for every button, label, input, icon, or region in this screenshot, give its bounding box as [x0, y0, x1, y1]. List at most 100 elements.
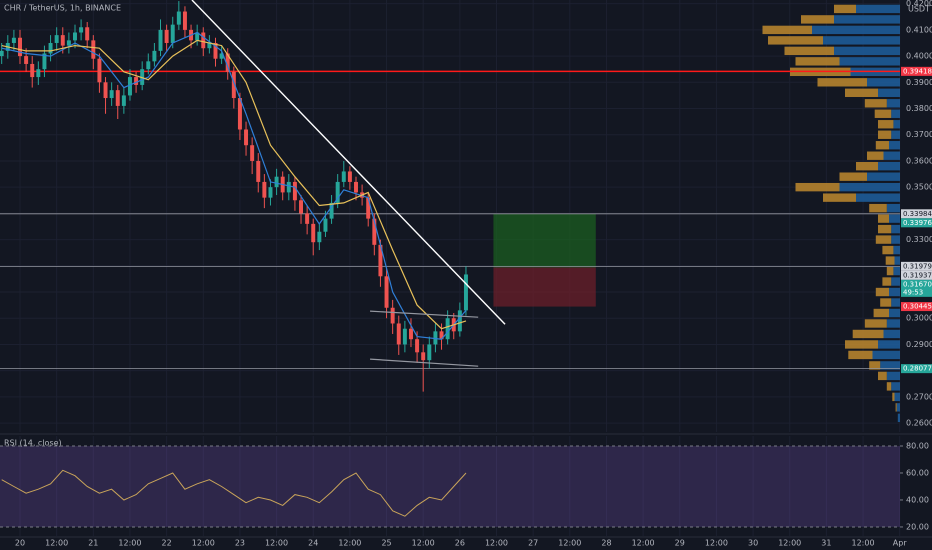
candle-body — [11, 37, 16, 43]
candle-body — [390, 307, 395, 324]
price-tag-label: 0.31979 — [903, 262, 932, 270]
candle-body — [36, 69, 41, 78]
profile-up — [856, 193, 900, 202]
candle-body — [237, 98, 242, 130]
channel-line — [370, 310, 479, 318]
moving-average — [1, 39, 467, 330]
profile-up — [891, 277, 900, 286]
profile-down — [878, 120, 894, 129]
profile-up — [839, 57, 900, 66]
x-tick-label: 12:00 — [558, 539, 581, 548]
profile-up — [867, 78, 900, 87]
candle-body — [0, 50, 4, 57]
price-tag — [901, 270, 932, 280]
rsi-tick-label: 80.00 — [906, 441, 929, 450]
x-tick-label: 12:00 — [485, 539, 508, 548]
profile-down — [875, 287, 889, 297]
position-loss — [493, 267, 596, 307]
profile-up — [878, 162, 900, 171]
profile-down — [848, 350, 873, 360]
profile-down — [839, 172, 867, 181]
profile-down — [878, 214, 889, 223]
profile-down — [885, 256, 895, 265]
chart-title: CHR / TetherUS, 1h, BINANCE — [4, 4, 121, 13]
rsi-band-fill — [0, 445, 900, 527]
candle-body — [182, 11, 187, 30]
candle-body — [286, 181, 291, 193]
candle-body — [60, 35, 65, 46]
candle-body — [366, 197, 371, 219]
candle-body — [244, 129, 249, 146]
profile-up — [891, 235, 900, 244]
profile-down — [867, 151, 884, 160]
rsi-tick-label: 40.00 — [906, 495, 929, 504]
candle-body — [219, 53, 224, 59]
x-tick-label: 12:00 — [338, 539, 361, 548]
price-tag — [901, 209, 932, 219]
candle-body — [341, 171, 346, 182]
candle-body — [66, 40, 71, 46]
x-tick-label: 12:00 — [192, 539, 215, 548]
candle-body — [262, 181, 267, 198]
profile-down — [864, 99, 887, 108]
profile-up — [891, 382, 900, 391]
profile-down — [878, 130, 892, 139]
candle-body — [311, 223, 316, 243]
price-tag — [901, 218, 932, 228]
candle-body — [396, 323, 401, 345]
x-tick-label: 12:00 — [265, 539, 288, 548]
candle-body — [445, 318, 450, 340]
countdown-label: 49:53 — [903, 288, 923, 296]
y-tick-label: 0.42000 — [906, 0, 932, 8]
rsi-line — [1, 469, 467, 517]
profile-up — [834, 46, 900, 56]
profile-down — [864, 319, 887, 328]
profile-down — [784, 46, 834, 56]
profile-down — [873, 308, 889, 318]
profile-up — [889, 287, 900, 297]
rsi-tick-label: 20.00 — [906, 522, 929, 531]
profile-down — [875, 235, 892, 244]
currency-label: USDT — [908, 5, 930, 14]
profile-down — [817, 78, 867, 87]
profile-up — [880, 361, 900, 370]
price-tag — [901, 364, 932, 374]
candle-body — [134, 77, 139, 85]
profile-down — [878, 371, 887, 381]
candle-body — [457, 310, 462, 332]
profile-up — [883, 151, 900, 160]
profile-up — [889, 308, 900, 318]
candle-body — [24, 56, 29, 64]
profile-up — [896, 403, 900, 412]
price-tag-label: 0.30445 — [903, 303, 932, 311]
candle-body — [91, 40, 96, 59]
profile-up — [894, 392, 900, 402]
profile-up — [894, 256, 900, 265]
profile-down — [762, 25, 812, 35]
profile-up — [891, 298, 900, 307]
candle-body — [354, 181, 358, 193]
rsi-title: RSI (14, close) — [4, 439, 62, 448]
profile-down — [834, 4, 856, 14]
price-tag — [901, 261, 932, 271]
candle-body — [18, 37, 22, 57]
candle-body — [73, 32, 77, 41]
x-tick-label: 30 — [748, 539, 758, 548]
candle-body — [195, 32, 200, 41]
profile-down — [869, 361, 881, 370]
profile-up — [889, 141, 900, 150]
candle-body — [42, 53, 47, 70]
candle-body — [305, 213, 310, 224]
x-tick-label: 29 — [675, 539, 685, 548]
candle-body — [164, 29, 169, 43]
x-tick-label: 12:00 — [412, 539, 435, 548]
profile-up — [823, 36, 900, 45]
candle-body — [329, 202, 334, 219]
